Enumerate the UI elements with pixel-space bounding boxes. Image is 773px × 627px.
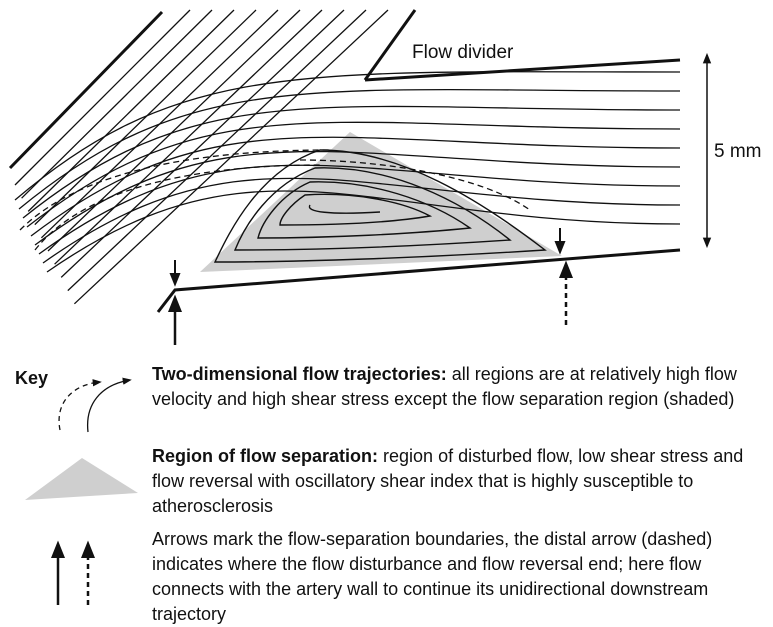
- page: Flow divider 5 mm Key Two-dimensional fl…: [0, 0, 773, 627]
- key-item: Region of flow separation: region of dis…: [152, 444, 752, 519]
- key-term: Region of flow separation:: [152, 446, 378, 466]
- key-term: Two-dimensional flow trajectories:: [152, 364, 447, 384]
- key-title: Key: [15, 366, 48, 391]
- streamline: [22, 10, 212, 198]
- key-item: Arrows mark the flow-separation boundari…: [152, 527, 752, 627]
- flow-divider-label: Flow divider: [412, 42, 514, 63]
- key-text: Arrows mark the flow-separation boundari…: [152, 529, 712, 624]
- key-item: Two-dimensional flow trajectories: all r…: [152, 362, 767, 412]
- scale-label: 5 mm: [714, 141, 762, 162]
